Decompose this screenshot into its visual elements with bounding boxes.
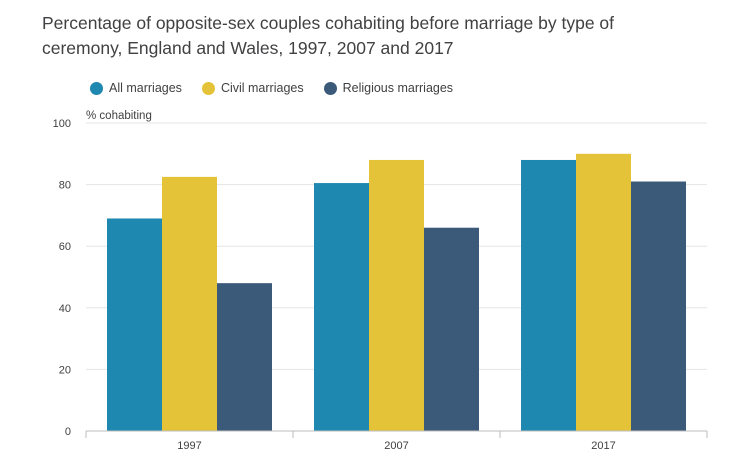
x-tick-label: 1997: [177, 440, 201, 452]
x-tick-label: 2007: [384, 440, 408, 452]
bar-religious-marriages-1997[interactable]: [217, 283, 272, 431]
x-tick-label: 2017: [591, 440, 615, 452]
legend-label-religious: Religious marriages: [342, 81, 454, 95]
legend-swatch-religious: [323, 81, 337, 95]
bar-all-marriages-1997[interactable]: [107, 218, 162, 431]
legend-item-religious[interactable]: Religious marriages: [323, 81, 454, 95]
y-tick-label: 0: [65, 426, 71, 438]
legend-label-all: All marriages: [109, 81, 182, 95]
bar-civil-marriages-2007[interactable]: [369, 159, 424, 431]
bar-civil-marriages-1997[interactable]: [162, 176, 217, 431]
bar-all-marriages-2017[interactable]: [521, 159, 576, 431]
chart-title: Percentage of opposite-sex couples cohab…: [42, 13, 615, 58]
y-tick-label: 80: [59, 180, 71, 192]
bar-all-marriages-2007[interactable]: [314, 183, 369, 431]
legend-swatch-all: [90, 81, 103, 95]
bar-civil-marriages-2017[interactable]: [576, 153, 631, 432]
y-axis-label: % cohabiting: [86, 110, 152, 122]
y-tick-label: 20: [59, 364, 71, 376]
y-tick-label: 40: [59, 303, 71, 315]
legend-swatch-civil: [201, 81, 215, 95]
legend-item-civil[interactable]: Civil marriages: [201, 81, 304, 95]
bars: [107, 153, 686, 432]
bar-religious-marriages-2007[interactable]: [424, 227, 479, 431]
y-tick-label: 60: [59, 241, 71, 253]
legend-item-all[interactable]: All marriages: [90, 81, 182, 95]
legend-label-civil: Civil marriages: [220, 81, 304, 95]
bar-religious-marriages-2017[interactable]: [631, 181, 686, 431]
y-tick-label: 100: [53, 118, 71, 130]
axes: 0 20 40 60 80 100 1997 2007 2017: [53, 118, 708, 452]
legend: All marriages Civil marriages Religious …: [90, 81, 453, 95]
